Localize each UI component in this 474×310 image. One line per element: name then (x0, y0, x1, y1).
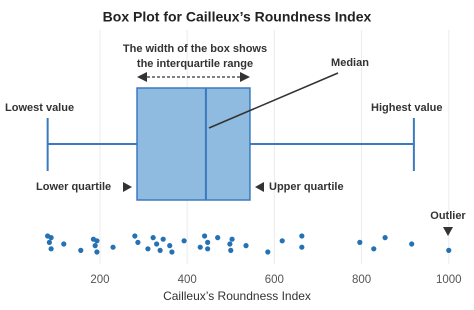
point (357, 239, 363, 245)
point (279, 238, 285, 244)
annotation: Lowest value (5, 102, 74, 114)
point (205, 239, 211, 245)
point (94, 249, 100, 255)
x-tick-label: 800 (352, 274, 371, 286)
point (205, 246, 211, 252)
point (229, 236, 235, 242)
point (371, 246, 377, 252)
point (167, 243, 173, 249)
x-axis-label: Cailleux’s Roundness Index (163, 289, 311, 303)
pointer (123, 182, 132, 192)
point (46, 239, 52, 245)
point (243, 243, 249, 249)
point (92, 243, 98, 249)
point (145, 246, 151, 252)
point (48, 235, 54, 241)
point (299, 244, 305, 250)
chart-title: Box Plot for Cailleux’s Roundness Index (103, 9, 372, 25)
arrow-head (240, 72, 250, 82)
point (94, 238, 100, 244)
point (227, 241, 233, 247)
point (157, 247, 163, 253)
point (197, 244, 203, 250)
pointer-line (208, 72, 339, 129)
annotation: Median (331, 57, 369, 69)
point (215, 235, 221, 241)
x-tick-label: 600 (265, 274, 284, 286)
point (48, 246, 54, 252)
box (136, 87, 251, 201)
point (160, 236, 166, 242)
point (202, 233, 208, 239)
point (135, 239, 141, 245)
plot (45, 87, 452, 255)
point (446, 247, 452, 253)
point (61, 241, 67, 247)
point (110, 244, 116, 250)
pointer (255, 182, 264, 192)
point (382, 235, 388, 241)
x-tick-label: 200 (90, 274, 109, 286)
grid (99, 30, 450, 264)
point (299, 233, 305, 239)
x-tick-label: 400 (178, 274, 197, 286)
annotation: Outlier (430, 210, 466, 222)
point (169, 249, 175, 255)
arrow-head (137, 72, 147, 82)
annotation: Highest value (371, 102, 443, 114)
annotation: The width of the box shows (123, 43, 267, 55)
point (228, 247, 234, 253)
point (265, 249, 271, 255)
point (78, 247, 84, 253)
annotation: Upper quartile (269, 181, 344, 193)
x-tick-label: 1000 (436, 274, 462, 286)
point (409, 241, 415, 247)
point (181, 238, 187, 244)
point (132, 233, 138, 239)
pointer (443, 227, 453, 236)
point (154, 241, 160, 247)
annotation: Lower quartile (36, 181, 111, 193)
point (150, 235, 156, 241)
annotation: the interquartile range (137, 58, 253, 70)
